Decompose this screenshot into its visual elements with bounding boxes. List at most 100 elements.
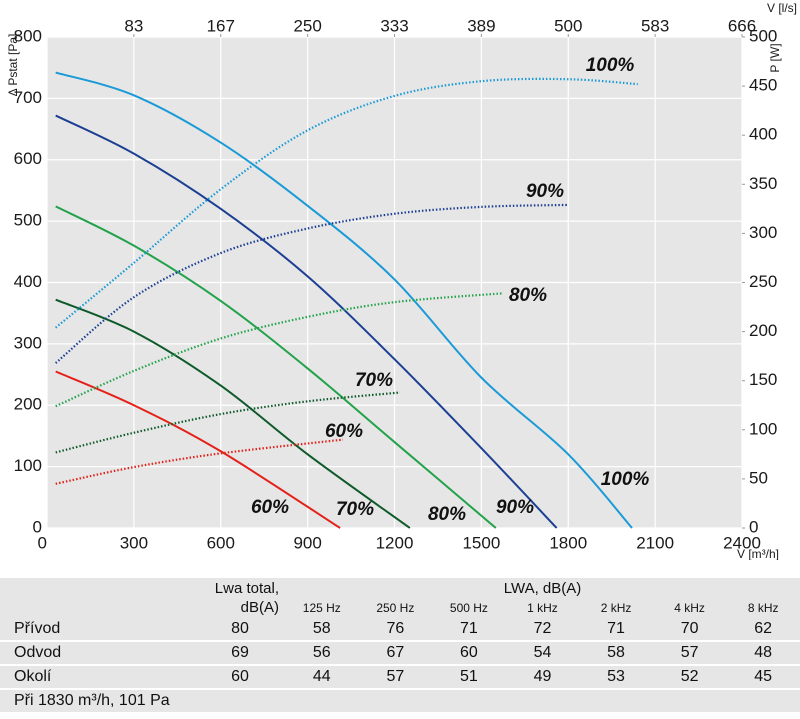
x2-tick-label: 250 (293, 16, 321, 35)
cell: 45 (726, 665, 800, 690)
blank (0, 578, 195, 598)
column-header: 4 kHz (652, 598, 727, 618)
cell: 51 (432, 665, 506, 690)
power-curve (54, 77, 638, 329)
y2-tick-label: 50 (749, 468, 768, 487)
cell: 76 (358, 618, 433, 642)
table-row: Odvod 69 56 67 60 54 58 57 48 (0, 641, 800, 666)
curve-label: 100% (586, 55, 635, 76)
x-tick-label: 2100 (636, 533, 674, 552)
cell: 57 (652, 641, 727, 666)
cell: 56 (285, 641, 359, 666)
total-header: Lwa total, dB(A) (195, 578, 285, 618)
table-row: Okolí 60 44 57 51 49 53 52 45 (0, 665, 800, 690)
y-axis-label: Δ Pstat [Pa] (6, 34, 20, 97)
chart: Δ Pstat [Pa] P [W] V [l/s] V [m³/h] 0 100… (6, 1, 797, 560)
y2-tick-label: 450 (749, 76, 777, 95)
x-axis-label: V [m³/h] (737, 547, 779, 560)
curve-label: 70% (355, 370, 393, 391)
pressure-curve (55, 205, 497, 529)
y-tick-label: 400 (14, 272, 42, 291)
column-header: 500 Hz (432, 598, 506, 618)
curve-label: 80% (509, 285, 547, 306)
cell: 71 (432, 618, 506, 642)
header-row: Lwa total, dB(A) LWA, dB(A) (0, 578, 800, 618)
cell: 57 (358, 665, 433, 690)
y-tick-label: 0 (33, 517, 42, 536)
column-header: 1 kHz (505, 598, 580, 618)
row-label: Okolí (0, 665, 195, 690)
subheader-row: 125 Hz 250 Hz 500 Hz 1 kHz 2 kHz 4 kHz 8 kHz (0, 598, 800, 618)
footer-row: Při 1830 m³/h, 101 Pa (0, 689, 800, 714)
y2-axis-label: P [W] (768, 43, 782, 72)
y2-tick-label: 500 (749, 26, 777, 45)
y-tick-label: 600 (14, 149, 42, 168)
x2-tick-label: 583 (641, 16, 669, 35)
cell: 54 (505, 641, 580, 666)
cell: 52 (652, 665, 727, 690)
y-tick-label: 700 (14, 88, 42, 107)
x-tick-label: 900 (293, 533, 321, 552)
curve-label: 80% (428, 504, 466, 525)
curve-label: 90% (496, 497, 534, 518)
x2-axis-label: V [l/s] (767, 1, 797, 15)
cell: 48 (726, 641, 800, 666)
curve-label: 100% (601, 469, 650, 490)
y-tick-label: 500 (14, 211, 42, 230)
band-header: LWA, dB(A) (285, 578, 800, 598)
x2-tick-label: 666 (728, 16, 756, 35)
row-label: Přívod (0, 618, 195, 642)
x-tick-label: 1800 (549, 533, 587, 552)
y2-tick-label: 0 (749, 517, 758, 536)
column-header: 125 Hz (285, 598, 359, 618)
y2-tick-label: 400 (749, 125, 777, 144)
column-header: 8 kHz (726, 598, 800, 618)
x-tick-label: 1200 (376, 533, 414, 552)
y2-tick-label: 250 (749, 272, 777, 291)
x-tick-label: 0 (38, 533, 47, 552)
y-tick-label: 100 (14, 456, 42, 475)
cell: 60 (432, 641, 506, 666)
curve-label: 70% (336, 499, 374, 520)
x-tick-label: 300 (120, 533, 148, 552)
y2-tick-label: 350 (749, 174, 777, 193)
cell: 62 (726, 618, 800, 642)
cell: 71 (579, 618, 653, 642)
cell: 67 (358, 641, 433, 666)
cell: 58 (579, 641, 653, 666)
y2-tick-label: 300 (749, 223, 777, 242)
blank (0, 598, 195, 618)
x2-tick-label: 500 (554, 16, 582, 35)
column-header: 250 Hz (358, 598, 433, 618)
curve-label: 60% (325, 421, 363, 442)
pressure-curve (55, 114, 558, 529)
curve-label: 90% (526, 181, 564, 202)
cell: 72 (505, 618, 580, 642)
x2-tick-label: 167 (207, 16, 235, 35)
y2-tick-label: 100 (749, 419, 777, 438)
cell: 80 (195, 618, 285, 642)
y2-tick-label: 150 (749, 370, 777, 389)
footer: Při 1830 m³/h, 101 Pa (0, 689, 800, 714)
pressure-curve (55, 370, 341, 529)
y-tick-label: 300 (14, 333, 42, 352)
cell: 49 (505, 665, 580, 690)
cell: 70 (652, 618, 727, 642)
power-curve (54, 203, 569, 364)
curve-label: 60% (251, 497, 289, 518)
cell: 60 (195, 665, 285, 690)
cell: 44 (285, 665, 359, 690)
x2-tick-label: 389 (467, 16, 495, 35)
x2-tick-label: 83 (124, 16, 143, 35)
row-label: Odvod (0, 641, 195, 666)
noise-table: Lwa total, dB(A) LWA, dB(A) 125 Hz 250 Hz… (0, 578, 800, 714)
pressure-curve (55, 71, 633, 529)
table-body: Přívod 80 58 76 71 72 71 70 62 Odvod 69 56 67 60 54 58 5… (0, 618, 800, 690)
power-curve (55, 292, 504, 408)
y2-tick-label: 200 (749, 321, 777, 340)
cell: 69 (195, 641, 285, 666)
pressure-curve (55, 298, 411, 529)
x-tick-label: 2400 (723, 533, 761, 552)
y-tick-label: 200 (14, 395, 42, 414)
